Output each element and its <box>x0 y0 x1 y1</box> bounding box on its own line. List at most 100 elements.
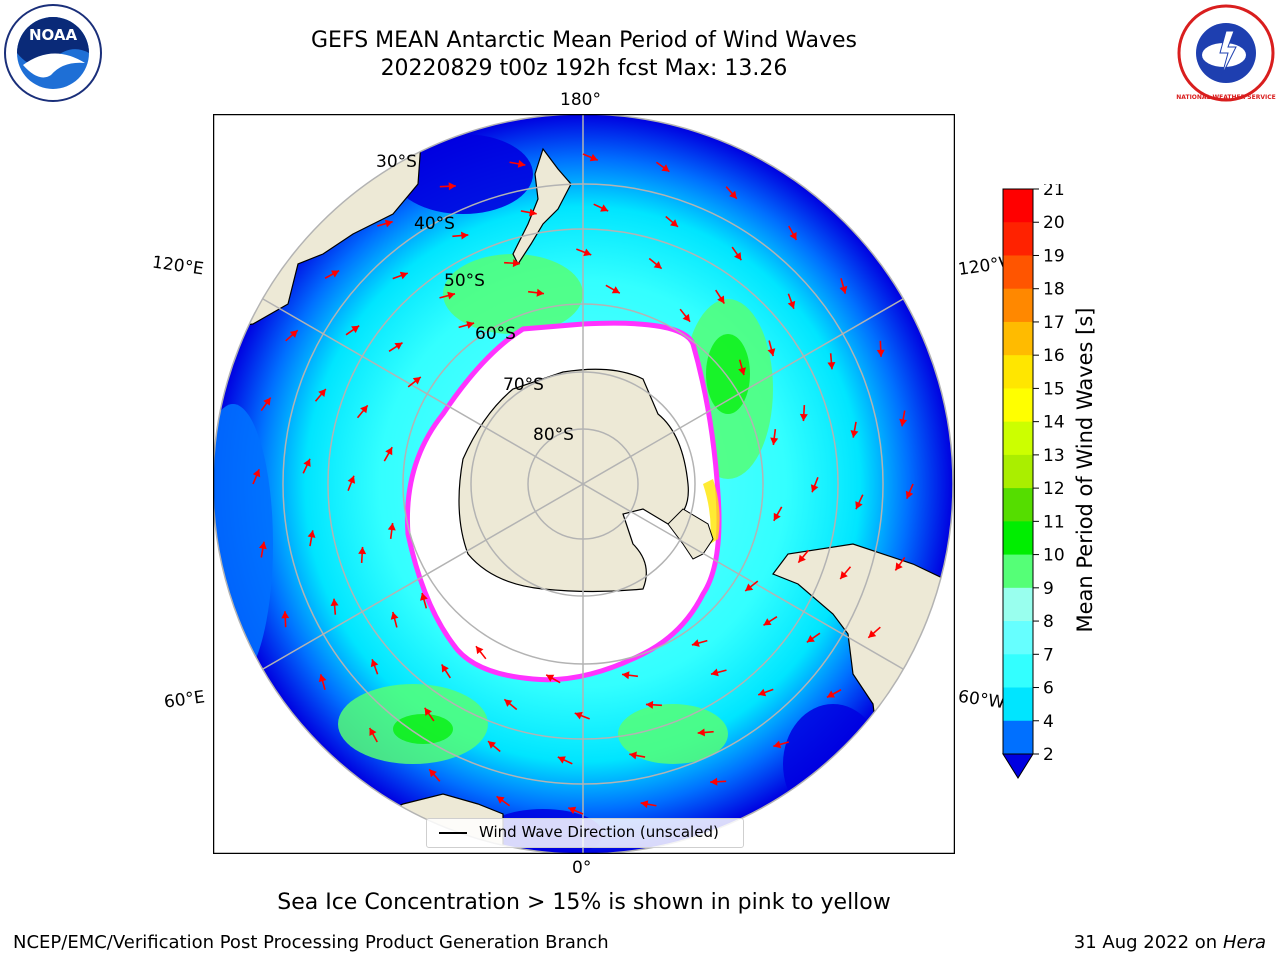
wave-direction-arrowhead <box>840 571 848 579</box>
wave-direction-arrowhead <box>850 430 859 438</box>
colorbar-segment <box>1003 321 1033 356</box>
polar-map <box>212 113 956 855</box>
sea-ice-yellow-edge <box>703 479 720 544</box>
wave-patch <box>618 704 728 764</box>
wave-patch <box>393 134 533 214</box>
colorbar-segment <box>1003 189 1033 223</box>
wave-direction-arrowhead <box>370 659 379 668</box>
wave-direction-arrowhead <box>583 248 592 257</box>
colorbar-segment <box>1003 222 1033 256</box>
noaa-logo: NOAA <box>3 3 103 103</box>
wave-direction-arrowhead <box>263 397 271 406</box>
wave-direction-arrowhead <box>611 286 620 294</box>
colorbar-segment <box>1003 421 1033 456</box>
nws-logo-text: NATIONAL WEATHER SERVICE <box>1176 94 1275 101</box>
wave-direction-arrowhead <box>447 291 456 300</box>
wave-direction-arrowhead <box>799 413 808 422</box>
wave-direction-arrowhead <box>855 501 863 510</box>
wave-direction-arrowhead <box>517 159 526 168</box>
wave-direction-arrowhead <box>387 523 396 531</box>
colorbar-segment <box>1003 621 1033 655</box>
wave-direction-arrowhead <box>466 321 475 329</box>
wave-direction-arrowhead <box>826 690 836 698</box>
wave-direction-arrowhead <box>441 664 449 673</box>
colorbar-segment <box>1003 654 1033 689</box>
wave-direction-arrowhead <box>868 630 877 638</box>
colorbar-frame <box>1002 188 1034 755</box>
wave-direction-arrowhead <box>763 618 772 626</box>
wave-direction-arrowhead <box>899 418 908 427</box>
wave-direction-arrowhead <box>745 583 754 592</box>
wave-direction-arrowhead <box>385 447 393 456</box>
wave-direction-arrowhead <box>504 699 513 707</box>
lat-label-30s: 30°S <box>376 152 417 172</box>
wave-direction-arrowhead <box>424 707 432 716</box>
colorbar-tick-label: 10 <box>1043 546 1065 566</box>
wave-direction-arrowhead <box>653 261 662 269</box>
lat-label-50s: 50°S <box>444 271 485 291</box>
lon-label-60w: 60°W <box>956 686 1007 714</box>
lon-label-120e: 120°E <box>150 252 205 280</box>
wave-direction-arrowhead <box>640 800 649 809</box>
footer-date-text: 31 Aug 2022 on <box>1073 932 1218 953</box>
wave-direction-arrowhead <box>307 530 316 538</box>
lat-label-60s: 60°S <box>475 324 516 344</box>
wave-direction-arrowhead <box>738 367 746 376</box>
colorbar-segment <box>1003 355 1033 389</box>
chart-title: GEFS MEAN Antarctic Mean Period of Wind … <box>311 28 857 53</box>
sea-ice-note: Sea Ice Concentration > 15% is shown in … <box>277 890 891 915</box>
colorbar: 2 4 6 7 8 9 10 11 12 13 14 15 16 17 18 19 20 21 <box>1000 180 1110 784</box>
colorbar-tick-label: 9 <box>1043 579 1054 599</box>
wave-direction-arrowhead <box>360 405 368 414</box>
colorbar-tick-label: 4 <box>1043 712 1054 732</box>
colorbar-segment <box>1003 288 1033 323</box>
wave-direction-arrowhead <box>546 674 555 682</box>
wave-direction-arrowhead <box>318 674 327 683</box>
wave-direction-arrowhead <box>773 740 782 749</box>
wave-direction-arrowhead <box>460 231 469 240</box>
wave-direction-arrowhead <box>384 219 393 228</box>
wave-direction-arrowhead <box>773 512 781 521</box>
wave-direction-arrowhead <box>568 806 577 815</box>
wave-direction-arrowhead <box>798 554 806 563</box>
legend-line-swatch <box>439 832 467 834</box>
colorbar-tick-label: 13 <box>1043 446 1065 466</box>
wave-direction-arrowhead <box>767 348 776 357</box>
wave-direction-arrowhead <box>330 598 339 607</box>
wave-direction-arrowhead <box>787 300 796 309</box>
wave-direction-arrowhead <box>810 484 819 493</box>
wave-direction-arrowhead <box>557 756 566 764</box>
lat-label-80s: 80°S <box>533 425 574 445</box>
wave-direction-arrowhead <box>770 437 779 445</box>
wave-direction-arrowhead <box>876 349 885 357</box>
wave-direction-arrowhead <box>429 769 437 778</box>
wave-direction-arrowhead <box>399 271 408 280</box>
wave-direction-arrowhead <box>475 646 484 655</box>
colorbar-tick-label: 17 <box>1043 313 1065 333</box>
wave-direction-arrowhead <box>496 796 505 804</box>
wave-direction-arrowhead <box>895 562 903 571</box>
footer-branch: NCEP/EMC/Verification Post Processing Pr… <box>13 932 609 953</box>
wave-direction-arrowhead <box>351 325 360 333</box>
nws-logo: NATIONAL WEATHER SERVICE <box>1176 3 1276 103</box>
wave-direction-arrowhead <box>827 361 836 370</box>
colorbar-tick-label: 15 <box>1043 379 1065 399</box>
colorbar-tick-label: 20 <box>1043 213 1065 233</box>
wave-patch <box>393 714 453 744</box>
lon-label-60e: 60°E <box>162 687 207 713</box>
wave-direction-arrowhead <box>710 777 718 786</box>
wave-direction-arrowhead <box>806 635 815 643</box>
wave-direction-arrowhead <box>682 313 691 322</box>
wave-direction-arrowhead <box>622 671 630 680</box>
wave-direction-arrowhead <box>394 342 403 350</box>
wave-direction-arrowhead <box>645 700 654 709</box>
footer-date: 31 Aug 2022 on Hera <box>1074 932 1266 953</box>
colorbar-segment <box>1003 687 1033 722</box>
wave-direction-arrowhead <box>412 376 421 385</box>
wave-direction-arrowhead <box>252 469 261 478</box>
wave-direction-arrowhead <box>729 190 737 199</box>
wave-direction-arrowhead <box>420 592 428 601</box>
colorbar-tick-label: 18 <box>1043 280 1065 300</box>
wave-direction-arrowhead <box>529 208 537 217</box>
antarctic-peninsula <box>667 508 714 560</box>
